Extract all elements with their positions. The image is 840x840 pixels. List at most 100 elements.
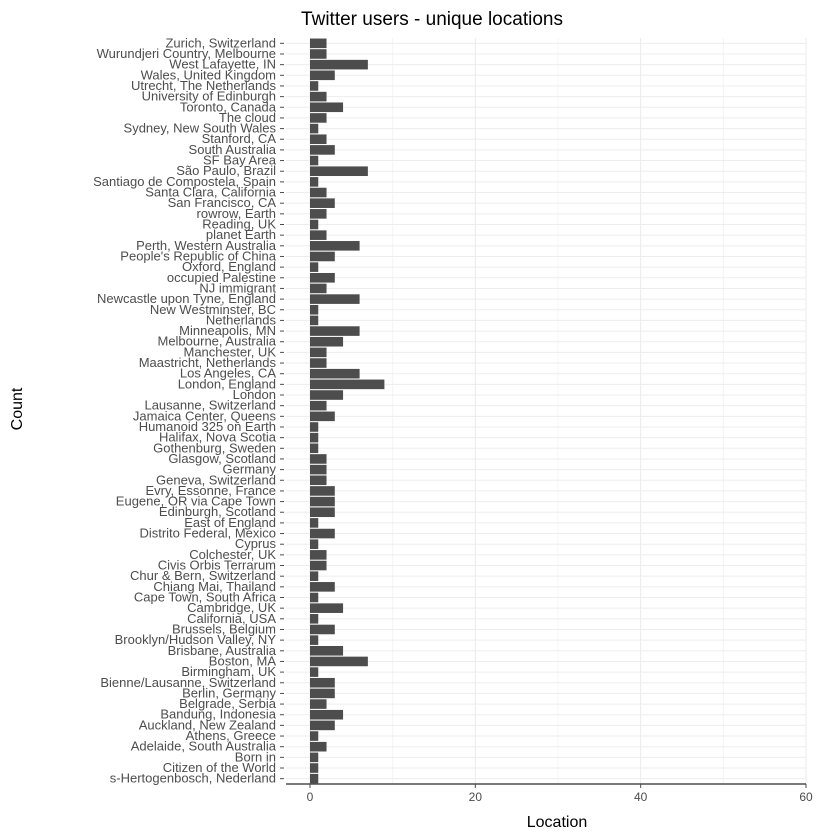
y-tick-label: Brooklyn/Hudson Valley, NY	[115, 632, 277, 647]
bar	[310, 390, 344, 400]
bar	[310, 283, 327, 294]
y-tick-label: Birmingham, UK	[181, 664, 276, 679]
bar	[310, 326, 360, 336]
bar	[310, 198, 335, 208]
bar	[310, 763, 319, 773]
y-tick-label: South Australia	[189, 142, 277, 157]
y-tick-label: East of England	[184, 515, 276, 530]
y-tick-label: Wurundjeri Country, Melbourne	[97, 46, 276, 61]
y-tick-label: Belgrade, Serbia	[179, 696, 277, 711]
y-tick-label: Toronto, Canada	[180, 99, 277, 114]
y-tick-label: New Westminster, BC	[150, 302, 276, 317]
bar	[310, 550, 327, 560]
y-tick-label: Berlin, Germany	[182, 685, 276, 700]
bar	[310, 262, 319, 272]
bar	[310, 59, 368, 70]
bar	[310, 518, 319, 528]
y-tick-label: Lausanne, Switzerland	[144, 398, 276, 413]
x-axis-title: Location	[527, 814, 588, 831]
bar	[310, 91, 327, 102]
bar	[310, 635, 319, 645]
x-tick-label: 20	[469, 790, 483, 804]
y-tick-label: Minneapolis, MN	[179, 323, 276, 338]
bar	[310, 123, 319, 134]
y-tick-label: Adelaide, South Australia	[131, 739, 277, 754]
bar	[310, 475, 327, 486]
bar	[310, 241, 360, 251]
y-tick-label: Perth, Western Australia	[136, 238, 277, 253]
y-tick-label: occupied Palestine	[167, 270, 276, 285]
bar	[310, 528, 335, 539]
bar	[310, 603, 344, 613]
y-tick-label: University of Edinburgh	[142, 89, 276, 104]
bar	[310, 368, 360, 379]
y-tick-group	[280, 42, 284, 780]
y-tick-label: Gothenburg, Sweden	[153, 440, 276, 455]
y-tick-label: Manchester, UK	[184, 344, 277, 359]
bar	[310, 773, 319, 784]
y-tick-label: Maastricht, Netherlands	[139, 355, 277, 370]
x-tick-label: 60	[799, 790, 813, 804]
y-tick-label: SF Bay Area	[203, 153, 277, 168]
y-tick-label: Distrito Federal, Mexico	[139, 526, 276, 541]
bar	[310, 731, 319, 741]
y-tick-label: Bienne/Lausanne, Switzerland	[100, 675, 276, 690]
bar	[310, 486, 335, 496]
y-tick-label: Germany	[223, 462, 277, 477]
y-tick-label: Oxford, England	[182, 259, 276, 274]
bar	[310, 230, 327, 240]
bar	[310, 592, 319, 603]
y-tick-label: Eugene, OR via Cape Town	[116, 494, 276, 509]
bar	[310, 145, 335, 155]
bar	[310, 507, 335, 518]
y-tick-label: Athens, Greece	[186, 728, 276, 743]
bar	[310, 187, 327, 198]
y-tick-label: planet Earth	[206, 227, 276, 242]
grid-lines	[286, 38, 807, 784]
bar	[310, 709, 344, 720]
y-tick-label: Brussels, Belgium	[172, 621, 276, 636]
y-tick-label: Newcastle upon Tyne, England	[97, 291, 276, 306]
bar	[310, 560, 327, 571]
bar	[310, 411, 335, 422]
bar	[310, 70, 335, 81]
bar	[310, 454, 327, 464]
bar	[310, 38, 327, 49]
bar	[310, 304, 319, 315]
y-tick-label: rowrow, Earth	[197, 206, 276, 221]
bar	[310, 432, 319, 443]
y-tick-label: Netherlands	[206, 312, 277, 327]
bar	[310, 571, 319, 581]
y-tick-label: Edinburgh, Scotland	[159, 504, 276, 519]
bar	[310, 720, 335, 731]
bar	[310, 294, 360, 304]
bar	[310, 219, 319, 230]
y-tick-label: Chur & Bern, Switzerland	[130, 568, 276, 583]
y-tick-label: Bandung, Indonesia	[160, 707, 276, 722]
x-tick-label: 40	[634, 790, 648, 804]
bar	[310, 464, 327, 475]
bar	[310, 81, 319, 91]
bar	[310, 699, 327, 709]
y-tick-label: Zurich, Switzerland	[165, 35, 276, 50]
bar	[310, 336, 344, 347]
x-tick-group: 0 20 40 60	[307, 784, 813, 804]
y-tick-label: s-Hertogenbosch, Nederland	[110, 771, 276, 786]
y-tick-label: London	[233, 387, 276, 402]
bar	[310, 741, 327, 752]
y-tick-label: Born in	[235, 749, 276, 764]
bar	[310, 614, 319, 624]
bar	[310, 677, 335, 688]
bar	[310, 667, 319, 677]
bar	[310, 113, 327, 123]
bar-group	[310, 38, 385, 784]
bar	[310, 49, 327, 59]
bar	[310, 272, 335, 283]
bar	[310, 539, 319, 550]
y-tick-label: California, USA	[187, 611, 276, 626]
bar	[310, 624, 335, 635]
bar	[310, 422, 319, 432]
y-tick-label: Evry, Essonne, France	[145, 483, 276, 498]
